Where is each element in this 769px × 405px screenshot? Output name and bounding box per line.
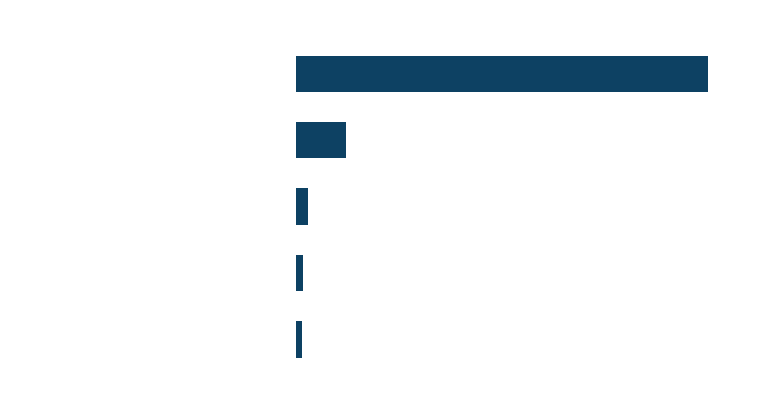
Text: Graph of respondent picks for U.S. President: Graph of respondent picks for U.S. Presi… (296, 13, 751, 31)
Bar (296, 122, 346, 158)
Bar (296, 55, 707, 92)
Bar (296, 321, 302, 358)
Bar (296, 188, 308, 225)
Bar (296, 255, 304, 291)
